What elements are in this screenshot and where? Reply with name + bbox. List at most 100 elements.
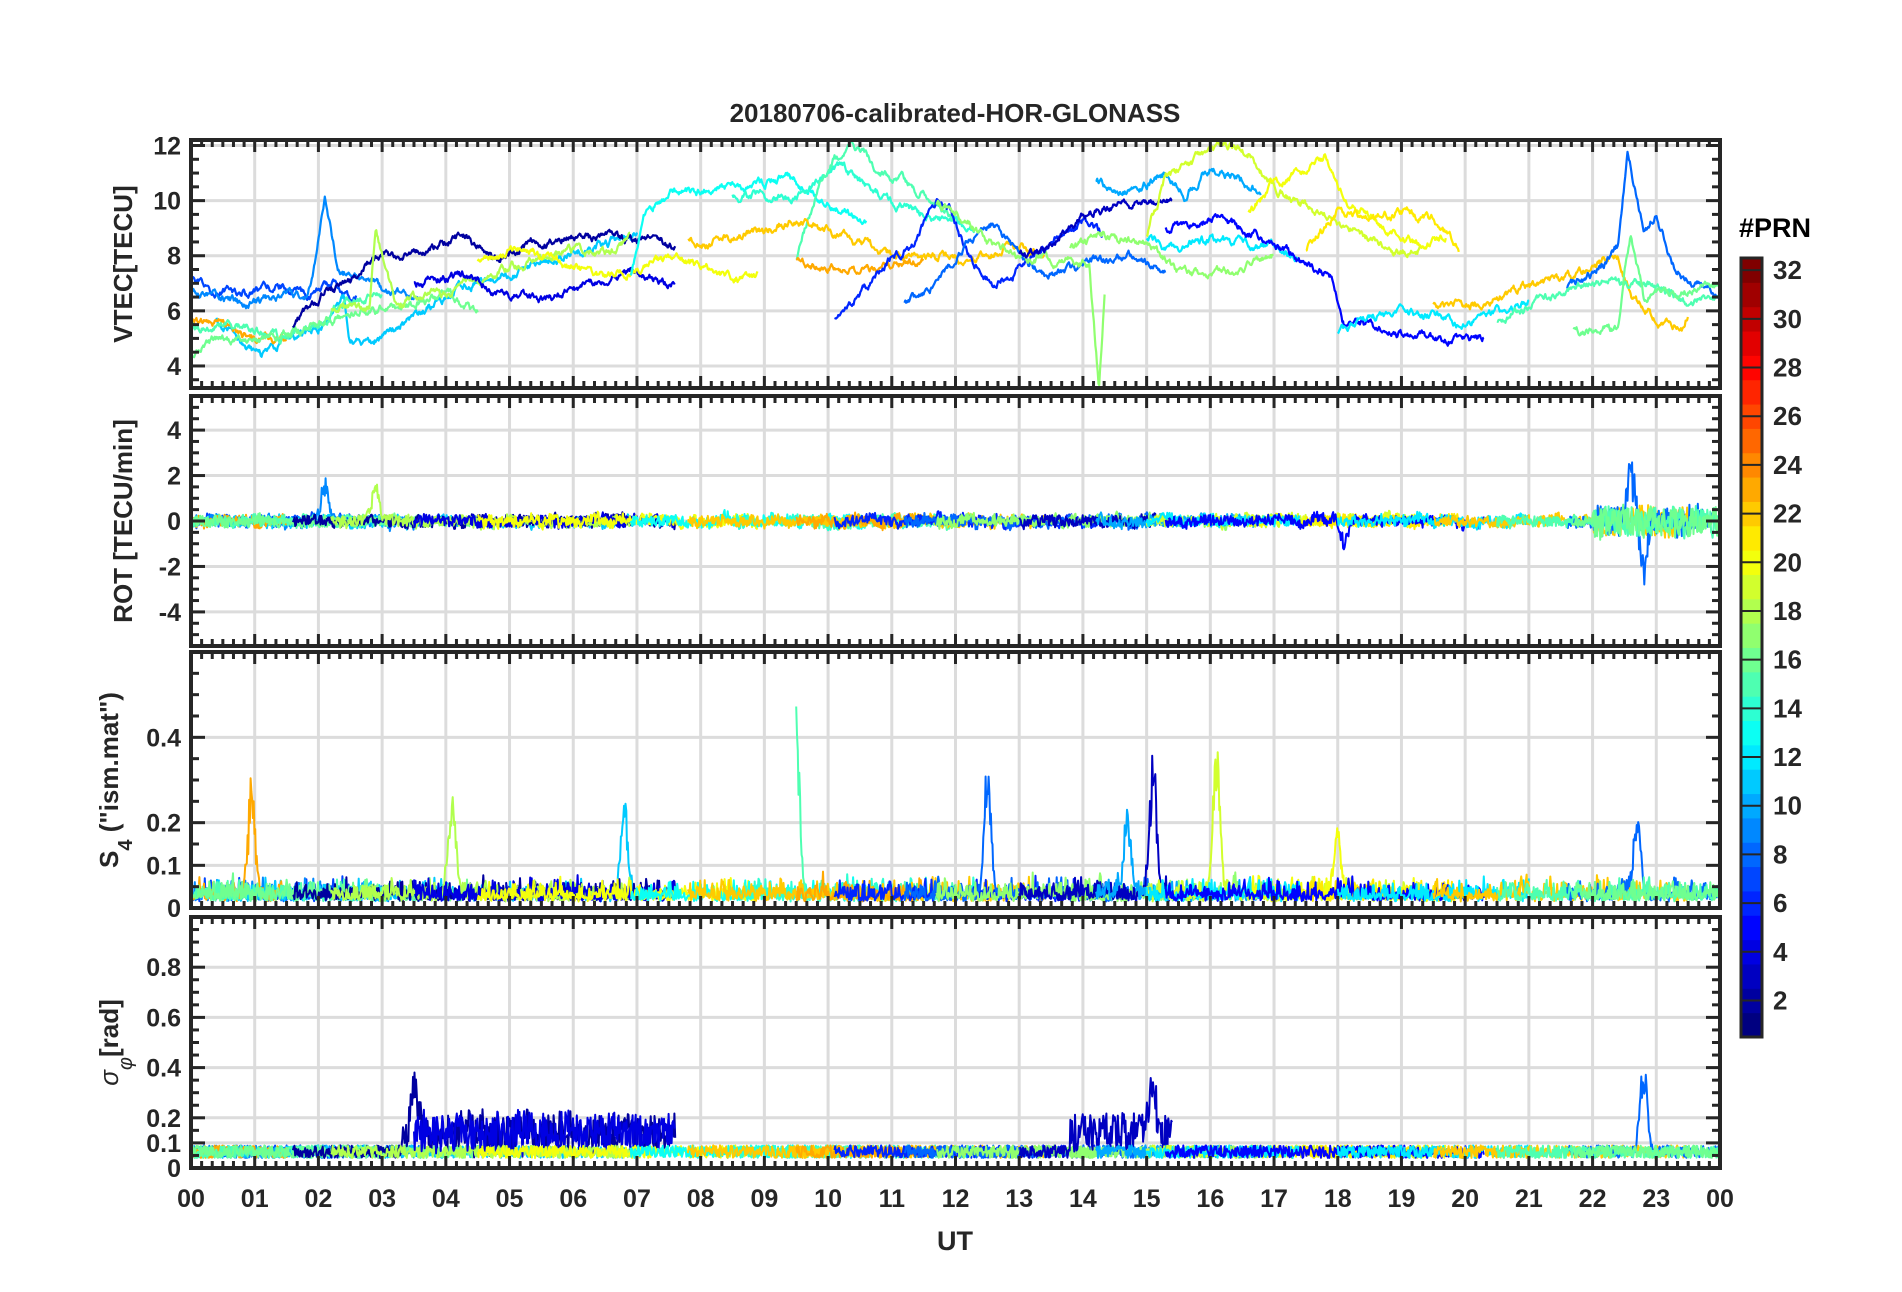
colorbar-swatch bbox=[1741, 282, 1762, 308]
y-tick-label: 10 bbox=[153, 188, 181, 216]
colorbar-tick-label: 24 bbox=[1773, 450, 1802, 480]
series-line-prn-16 bbox=[1572, 503, 1720, 541]
x-tick-label: 21 bbox=[1515, 1185, 1543, 1213]
colorbar-swatch bbox=[1741, 817, 1762, 843]
y-tick-label: -2 bbox=[159, 553, 181, 581]
colorbar-tick-label: 12 bbox=[1773, 742, 1802, 772]
y-tick-label: 4 bbox=[167, 353, 181, 381]
x-tick-label: 07 bbox=[623, 1185, 651, 1213]
series-group bbox=[191, 140, 1720, 387]
series-line-prn-15 bbox=[1496, 276, 1720, 324]
x-tick-label: 13 bbox=[1005, 1185, 1033, 1213]
series-line-prn-12 bbox=[1145, 511, 1301, 529]
series-line-prn-16 bbox=[1572, 1144, 1720, 1159]
colorbar-tick-label: 30 bbox=[1773, 304, 1802, 334]
series-line-prn-9 bbox=[191, 195, 422, 310]
x-tick-label: 05 bbox=[496, 1185, 524, 1213]
y-tick-label: 0.6 bbox=[146, 1004, 181, 1032]
colorbar-tick-label: 18 bbox=[1773, 596, 1802, 626]
series-line-prn-20 bbox=[1247, 153, 1447, 250]
series-line-prn-23 bbox=[191, 316, 287, 345]
colorbar-swatch bbox=[1741, 574, 1762, 600]
y-label-rest: [rad] bbox=[94, 999, 124, 1057]
series-line-prn-15 bbox=[191, 292, 383, 345]
colorbar-swatch bbox=[1741, 720, 1762, 746]
series-line-prn-13 bbox=[629, 171, 868, 276]
series-line-prn-23 bbox=[795, 257, 925, 275]
x-tick-label: 01 bbox=[241, 1185, 269, 1213]
series-line-prn-5 bbox=[1164, 213, 1485, 347]
x-tick-label: 22 bbox=[1579, 1185, 1607, 1213]
x-tick-label: 12 bbox=[942, 1185, 970, 1213]
y-tick-label: 0.1 bbox=[146, 1130, 181, 1158]
y-tick-label: 12 bbox=[153, 133, 181, 161]
panel-vtec: 4 6 8 10 12 VTEC[TECU] bbox=[108, 133, 1722, 390]
x-tick-label: 11 bbox=[879, 1185, 906, 1213]
x-tick-label: 00 bbox=[177, 1185, 205, 1213]
series-line-prn-22 bbox=[1432, 254, 1689, 332]
y-axis-label: ROT [TECU/min] bbox=[108, 419, 138, 623]
series-line-prn-8 bbox=[1566, 150, 1720, 300]
y-tick-label: 0.2 bbox=[146, 810, 181, 838]
colorbar-swatch bbox=[1741, 623, 1762, 648]
y-tick-label: 0.4 bbox=[146, 1055, 181, 1083]
x-tick-label: 06 bbox=[559, 1185, 587, 1213]
x-tick-label: 04 bbox=[432, 1185, 460, 1213]
series-line-prn-15 bbox=[795, 706, 957, 902]
y-tick-label: 6 bbox=[167, 298, 181, 326]
y-tick-label: 8 bbox=[167, 243, 181, 271]
series-line-prn-3 bbox=[1018, 197, 1173, 259]
series-line-prn-12 bbox=[1336, 299, 1530, 335]
series-line-prn-3 bbox=[1018, 754, 1174, 903]
y-tick-label: -4 bbox=[159, 599, 181, 627]
series-line-prn-3 bbox=[1018, 1077, 1173, 1159]
y-tick-label: 0.2 bbox=[146, 1105, 181, 1133]
colorbar-swatch bbox=[1741, 963, 1762, 989]
series-line-prn-4 bbox=[413, 1108, 676, 1158]
y-label-rest: ("ism.mat") bbox=[94, 692, 124, 839]
x-tick-label: 15 bbox=[1133, 1185, 1161, 1213]
y-tick-label: 0 bbox=[167, 895, 181, 923]
x-tick-label: 08 bbox=[687, 1185, 715, 1213]
colorbar-swatch bbox=[1741, 428, 1762, 454]
colorbar-tick-label: 6 bbox=[1773, 888, 1787, 918]
series-line-prn-16 bbox=[1572, 878, 1720, 903]
colorbar-swatch bbox=[1741, 769, 1762, 795]
colorbar-swatch bbox=[1741, 915, 1762, 941]
panel-rot: -4 -2 0 2 4 ROT [TECU/min] bbox=[108, 394, 1722, 648]
colorbar-swatch bbox=[1741, 866, 1762, 892]
colorbar-tick-label: 14 bbox=[1773, 693, 1802, 723]
x-tick-label: 00 bbox=[1706, 1185, 1734, 1213]
series-line-prn-17 bbox=[935, 199, 1106, 387]
y-label-sub: 4 bbox=[115, 839, 137, 851]
series-line-prn-5 bbox=[1164, 875, 1485, 903]
series-line-prn-2 bbox=[292, 228, 677, 328]
series-group bbox=[191, 461, 1720, 586]
x-tick-label: 23 bbox=[1642, 1185, 1670, 1213]
series-line-prn-20 bbox=[476, 245, 759, 284]
colorbar-swatch bbox=[1741, 379, 1762, 405]
colorbar-swatch bbox=[1741, 331, 1762, 356]
series-group bbox=[191, 1071, 1720, 1159]
y-tick-label: 0 bbox=[167, 508, 181, 536]
chart-title: 20180706-calibrated-HOR-GLONASS bbox=[730, 98, 1181, 128]
series-line-prn-8 bbox=[903, 222, 1167, 304]
y-label-sub: φ bbox=[115, 1057, 137, 1070]
series-group bbox=[191, 706, 1720, 903]
x-tick-label: 10 bbox=[814, 1185, 842, 1213]
series-line-prn-18 bbox=[330, 229, 631, 314]
series-line-prn-14 bbox=[731, 161, 976, 234]
x-axis-label: UT bbox=[937, 1226, 973, 1256]
colorbar-tick-label: 8 bbox=[1773, 839, 1787, 869]
series-line-prn-15 bbox=[795, 140, 956, 260]
series-line-prn-3 bbox=[1018, 512, 1174, 531]
x-tick-label: 03 bbox=[368, 1185, 396, 1213]
y-tick-label: 0 bbox=[167, 1155, 181, 1183]
colorbar-swatch bbox=[1741, 671, 1762, 697]
colorbar-tick-label: 22 bbox=[1773, 499, 1802, 529]
series-line-prn-2 bbox=[291, 1071, 677, 1159]
colorbar-tick-label: 4 bbox=[1773, 937, 1788, 967]
